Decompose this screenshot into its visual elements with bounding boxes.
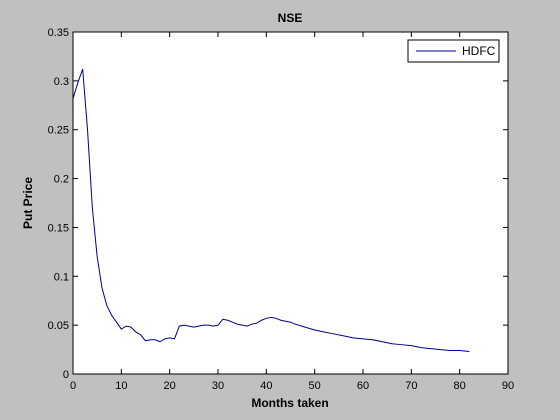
x-tick-label: 0 [70,380,76,392]
y-tick-label: 0.3 [54,76,69,88]
y-tick-label: 0.2 [54,174,69,186]
x-tick-label: 70 [405,380,417,392]
plot-area [73,32,508,374]
y-tick-label: 0.25 [48,125,69,137]
y-tick-label: 0 [63,369,69,381]
x-axis-label: Months taken [251,396,328,410]
x-tick-label: 10 [115,380,127,392]
chart-title: NSE [278,11,303,25]
x-tick-label: 50 [309,380,321,392]
y-tick-label: 0.05 [48,320,69,332]
series-line-hdfc [72,68,470,353]
series-group [72,68,470,353]
y-tick-label: 0.15 [48,222,69,234]
x-tick-label: 40 [260,380,272,392]
x-tick-label: 60 [357,380,369,392]
x-tick-label: 80 [454,380,466,392]
y-tick-label: 0.35 [48,27,69,39]
x-tick-label: 90 [502,380,514,392]
y-tick-label: 0.1 [54,271,69,283]
plot-frame [72,31,509,375]
x-tick-label: 30 [212,380,224,392]
legend-label-hdfc: HDFC [462,44,496,58]
y-axis-label: Put Price [21,177,35,229]
legend: HDFC [407,39,500,63]
x-tick-label: 20 [164,380,176,392]
axis-ticks: 0 10 20 30 40 50 60 70 80 90 0 0.05 0.1 0.15 0.2 0.25 0.… [48,27,515,392]
